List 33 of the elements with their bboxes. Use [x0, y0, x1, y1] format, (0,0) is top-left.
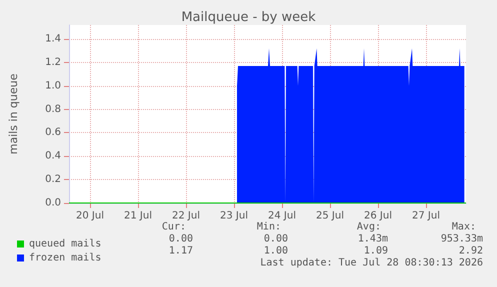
- text: Max:: [452, 222, 476, 232]
- y-tick-label: 1.0: [45, 80, 61, 92]
- y-tick-label: 0.4: [45, 150, 61, 162]
- text: Last update: Tue Jul 28 08:30:13 2026: [260, 258, 483, 268]
- text: Min:: [256, 222, 281, 232]
- text: Cur:: [162, 222, 186, 232]
- y-axis-title: mails in queue: [7, 73, 20, 154]
- x-tick-label: 22 Jul: [172, 210, 200, 222]
- text: 1.00: [264, 246, 288, 256]
- text: 2.92: [458, 246, 483, 256]
- x-tick-label: 27 Jul: [412, 210, 440, 222]
- x-tick-label: 23 Jul: [220, 210, 248, 222]
- legend-label: queued mails: [29, 238, 102, 250]
- text: 953.33m: [440, 234, 483, 244]
- legend-label: frozen mails: [29, 252, 102, 264]
- y-tick-label: 0.2: [45, 174, 61, 186]
- x-tick-label: 25 Jul: [316, 210, 344, 222]
- y-tick-label: 0.8: [45, 104, 61, 115]
- text: 1.17: [168, 246, 193, 256]
- text: 1.09: [364, 246, 388, 256]
- text: Avg:: [356, 222, 381, 232]
- x-tick-label: 24 Jul: [268, 210, 296, 222]
- y-tick-label: 1.2: [45, 56, 61, 68]
- x-tick-label: 26 Jul: [364, 210, 392, 222]
- x-tick-label: 20 Jul: [76, 210, 104, 222]
- text: 1.43m: [358, 234, 388, 244]
- text: 0.00: [168, 234, 193, 244]
- x-tick-label: 21 Jul: [124, 210, 152, 222]
- y-tick-label: 1.4: [45, 34, 61, 45]
- y-tick-label: 0.6: [45, 127, 61, 138]
- y-tick-label: 0.0: [45, 198, 61, 208]
- chart-title: Mailqueue - by week: [181, 10, 316, 25]
- text: 0.00: [264, 234, 288, 244]
